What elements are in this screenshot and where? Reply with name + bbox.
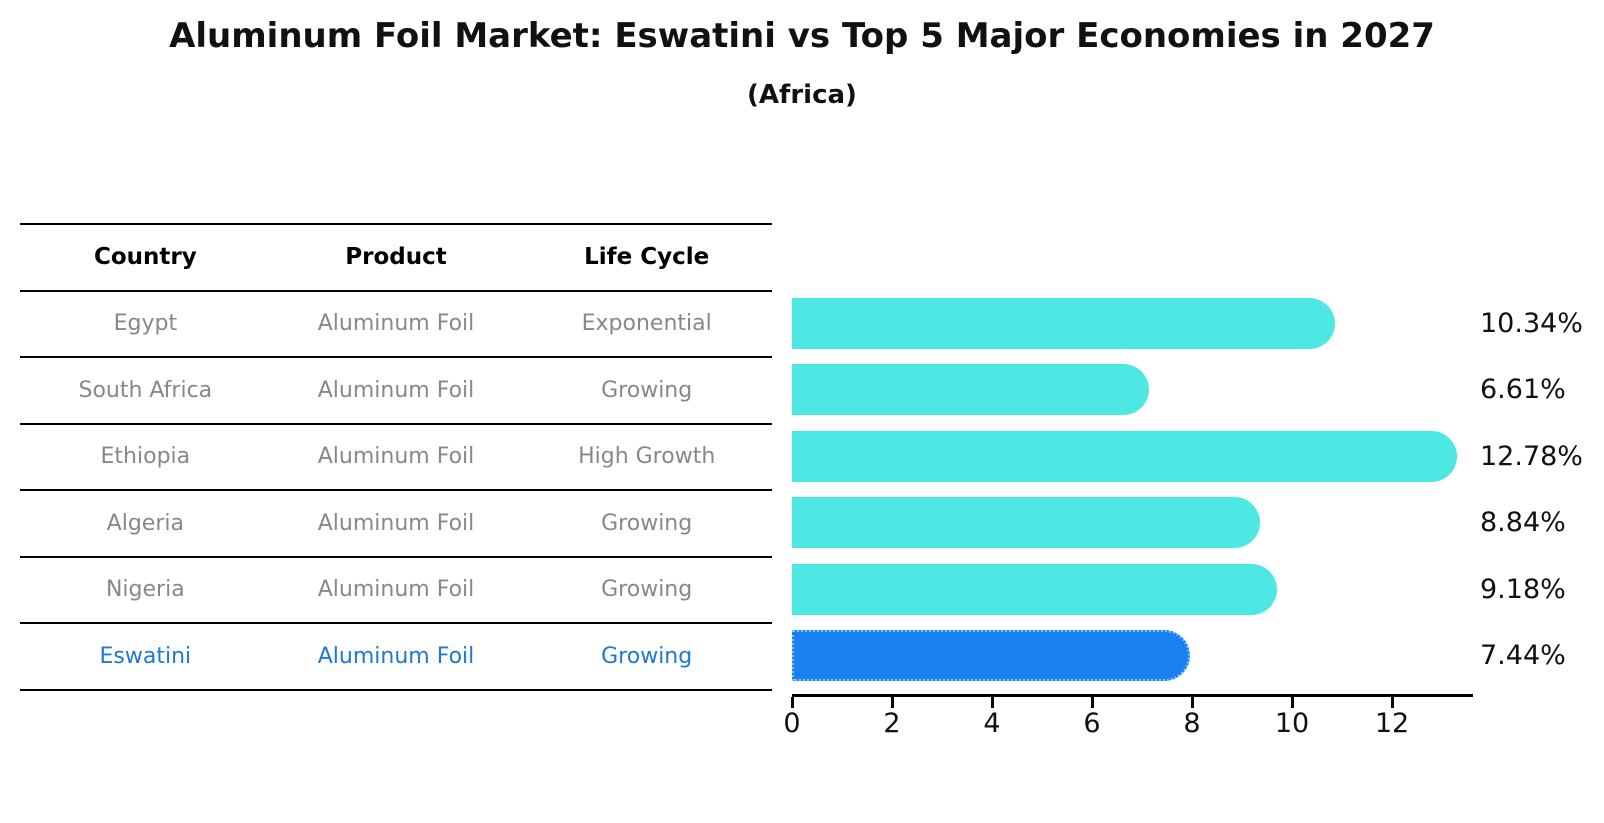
value-label-nigeria: 9.18% <box>1480 573 1566 605</box>
x-tick-mark-8 <box>1190 697 1194 708</box>
x-tick-mark-0 <box>790 697 794 708</box>
x-tick-label-6: 6 <box>1083 708 1101 739</box>
cell-country: Eswatini <box>99 643 192 669</box>
cell-lifecycle: High Growth <box>578 444 716 470</box>
table-row-eswatini: Eswatini Aluminum Foil Growing <box>20 624 772 691</box>
value-label-algeria: 8.84% <box>1480 507 1566 538</box>
table-row-egypt: Egypt Aluminum Foil Exponential <box>20 292 772 358</box>
bar-south-africa <box>792 364 1149 415</box>
x-tick-mark-2 <box>890 697 894 708</box>
x-axis-line <box>792 694 1473 697</box>
cell-lifecycle: Growing <box>601 377 693 403</box>
cell-country: Egypt <box>113 311 178 337</box>
cell-product: Aluminum Foil <box>317 444 475 470</box>
bar-algeria <box>792 497 1260 548</box>
table-header-product: Product <box>345 244 447 271</box>
bar-ethiopia <box>792 430 1457 482</box>
cell-country: Nigeria <box>105 577 185 603</box>
cell-product: Aluminum Foil <box>317 643 475 669</box>
x-tick-label-4: 4 <box>983 708 1001 739</box>
table-row-algeria: Algeria Aluminum Foil Growing <box>20 491 772 558</box>
table-row-nigeria: Nigeria Aluminum Foil Growing <box>20 558 772 624</box>
chart-title: Aluminum Foil Market: Eswatini vs Top 5 … <box>169 16 1435 56</box>
x-tick-label-2: 2 <box>883 708 901 739</box>
cell-product: Aluminum Foil <box>317 377 475 403</box>
table-body: Egypt Aluminum Foil Exponential South Afric… <box>20 292 772 691</box>
chart-subtitle: (Africa) <box>747 80 857 110</box>
bar-egypt <box>792 297 1335 349</box>
x-tick-mark-12 <box>1390 697 1394 708</box>
bar-eswatini <box>792 630 1190 681</box>
table-row-ethiopia: Ethiopia Aluminum Foil High Growth <box>20 425 772 491</box>
x-tick-mark-6 <box>1090 697 1094 708</box>
table-row-south-africa: South Africa Aluminum Foil Growing <box>20 358 772 425</box>
table-header-lifecycle: Life Cycle <box>584 244 710 271</box>
x-tick-mark-10 <box>1290 697 1294 708</box>
x-tick-label-0: 0 <box>783 708 801 739</box>
table-header-country: Country <box>93 244 197 271</box>
cell-lifecycle: Growing <box>601 510 693 536</box>
x-tick-label-12: 12 <box>1374 708 1410 739</box>
cell-lifecycle: Exponential <box>581 311 712 337</box>
value-label-south-africa: 6.61% <box>1480 374 1566 405</box>
value-label-ethiopia: 12.78% <box>1480 440 1583 472</box>
cell-product: Aluminum Foil <box>317 311 475 337</box>
table-header-row: Country Product Life Cycle <box>20 225 772 292</box>
cell-country: Algeria <box>106 510 184 536</box>
cell-country: Ethiopia <box>100 444 191 470</box>
value-label-eswatini: 7.44% <box>1480 640 1566 671</box>
cell-product: Aluminum Foil <box>317 577 475 603</box>
value-label-egypt: 10.34% <box>1480 307 1583 339</box>
cell-lifecycle: Growing <box>601 643 693 669</box>
x-tick-label-8: 8 <box>1183 708 1201 739</box>
cell-product: Aluminum Foil <box>317 510 475 536</box>
x-tick-mark-4 <box>990 697 994 708</box>
country-table: Country Product Life Cycle Egypt Aluminum… <box>20 223 772 691</box>
x-tick-label-10: 10 <box>1274 708 1310 739</box>
bar-nigeria <box>792 563 1277 615</box>
cell-country: South Africa <box>78 377 213 403</box>
cell-lifecycle: Growing <box>601 577 693 603</box>
